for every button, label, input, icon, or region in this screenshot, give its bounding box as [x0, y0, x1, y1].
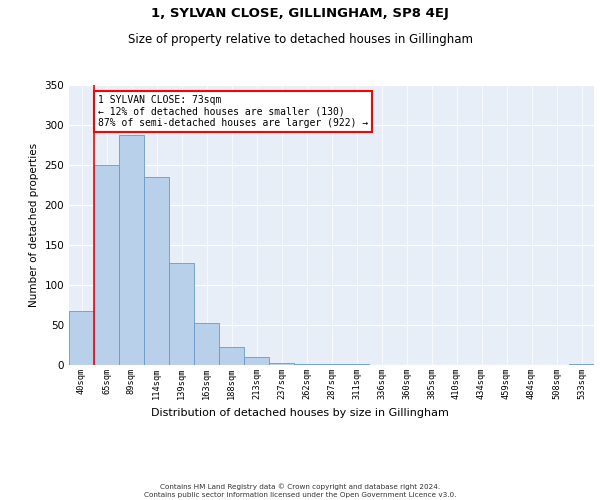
Bar [269, 362, 294, 365]
Text: Distribution of detached houses by size in Gillingham: Distribution of detached houses by size … [151, 408, 449, 418]
Text: 1, SYLVAN CLOSE, GILLINGHAM, SP8 4EJ: 1, SYLVAN CLOSE, GILLINGHAM, SP8 4EJ [151, 8, 449, 20]
Text: 1 SYLVAN CLOSE: 73sqm
← 12% of detached houses are smaller (130)
87% of semi-det: 1 SYLVAN CLOSE: 73sqm ← 12% of detached … [98, 94, 368, 128]
Bar [119, 136, 144, 365]
Bar [294, 364, 319, 365]
Y-axis label: Number of detached properties: Number of detached properties [29, 143, 39, 307]
Bar [319, 364, 344, 365]
Bar [169, 264, 194, 365]
Bar [194, 324, 219, 365]
Text: Size of property relative to detached houses in Gillingham: Size of property relative to detached ho… [128, 32, 473, 46]
Bar [94, 165, 119, 365]
Bar [344, 364, 369, 365]
Bar [144, 177, 169, 365]
Bar [244, 357, 269, 365]
Text: Contains HM Land Registry data © Crown copyright and database right 2024.
Contai: Contains HM Land Registry data © Crown c… [144, 484, 456, 498]
Bar [69, 310, 94, 365]
Bar [569, 364, 594, 365]
Bar [219, 346, 244, 365]
